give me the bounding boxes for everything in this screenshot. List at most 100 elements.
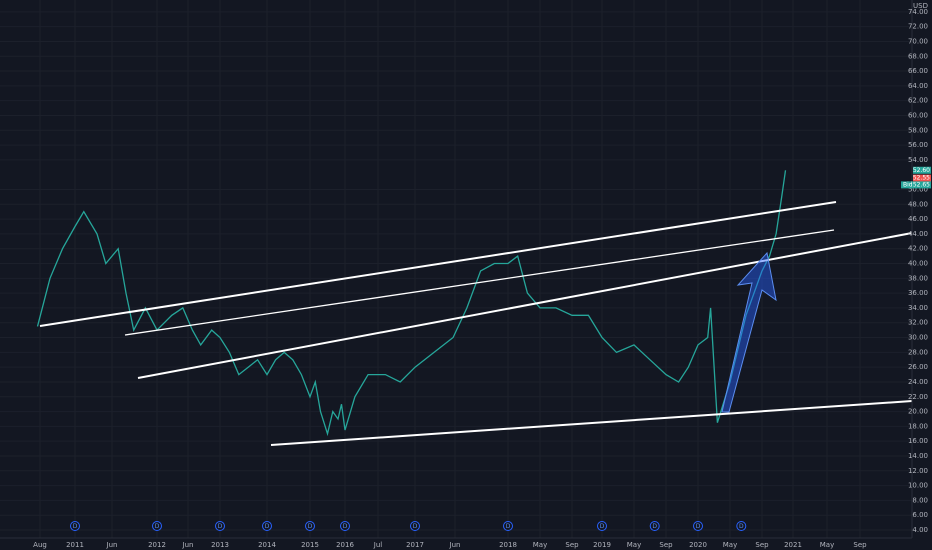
y-tick-label: 64.00	[908, 82, 928, 90]
x-tick-label: Sep	[853, 541, 867, 549]
axis-labels: 4.00 6.00 8.00 10.00 12.00 14.00 16.00 18.00 20.…	[33, 8, 931, 549]
y-tick-label: 70.00	[908, 37, 928, 45]
y-tick-label: 66.00	[908, 67, 928, 75]
y-tick-label: 58.00	[908, 126, 928, 134]
y-tick-label: 46.00	[908, 215, 928, 223]
y-tick-label: 12.00	[908, 467, 928, 475]
x-tick-label: May	[533, 541, 547, 549]
event-marker	[215, 521, 225, 531]
x-tick-label: 2016	[336, 541, 354, 549]
event-label: D	[652, 523, 657, 530]
x-tick-label: 2017	[406, 541, 424, 549]
event-marker	[70, 521, 80, 531]
y-tick-label: 24.00	[908, 378, 928, 386]
y-tick-label: 28.00	[908, 348, 928, 356]
event-label: D	[218, 523, 223, 530]
event-marker	[410, 521, 420, 531]
y-tick-label: 42.00	[908, 245, 928, 253]
y-tick-label: 56.00	[908, 141, 928, 149]
x-tick-label: 2013	[211, 541, 229, 549]
x-tick-label: May	[723, 541, 737, 549]
y-tick-label: 40.00	[908, 260, 928, 268]
event-label: D	[265, 523, 270, 530]
x-tick-label: Sep	[755, 541, 769, 549]
y-tick-label: 16.00	[908, 437, 928, 445]
y-tick-label: 4.00	[912, 526, 928, 534]
price-label-box	[913, 166, 931, 174]
x-tick-label: Sep	[565, 541, 579, 549]
y-tick-label: 20.00	[908, 408, 928, 416]
event-label: D	[739, 523, 744, 530]
trend-line	[124, 229, 835, 336]
price-label: 52.65	[913, 181, 930, 188]
grid	[0, 0, 912, 538]
event-label: D	[413, 523, 418, 530]
event-marker	[597, 521, 607, 531]
event-marker	[152, 521, 162, 531]
x-tick-label: 2011	[66, 541, 84, 549]
x-tick-label: 2018	[499, 541, 517, 549]
x-tick-label: Jun	[106, 541, 118, 549]
y-tick-label: 8.00	[912, 496, 928, 504]
event-label: D	[506, 523, 511, 530]
event-label: D	[343, 523, 348, 530]
x-tick-label: Jul	[373, 541, 383, 549]
currency: USD	[913, 2, 928, 10]
y-tick-label: 72.00	[908, 23, 928, 31]
x-tick-label: Sep	[659, 541, 673, 549]
y-tick-label: 26.00	[908, 363, 928, 371]
price-line	[36, 170, 787, 437]
y-tick-label: 48.00	[908, 200, 928, 208]
x-tick-label: 2014	[258, 541, 276, 549]
y-tick-label: 10.00	[908, 482, 928, 490]
event-marker	[736, 521, 747, 531]
y-tick-label: 54.00	[908, 156, 928, 164]
y-tick-label: 60.00	[908, 111, 928, 119]
y-tick-label: 74.00	[908, 8, 928, 16]
x-tick-label: 2021	[784, 541, 802, 549]
event-label: D	[696, 523, 701, 530]
event-marker	[503, 521, 513, 531]
x-tick-label: Jun	[449, 541, 461, 549]
y-tick-label: 14.00	[908, 452, 928, 460]
price-label-box	[901, 181, 931, 189]
y-tick-label: 36.00	[908, 289, 928, 297]
x-tick-label: 2019	[593, 541, 611, 549]
price-label-name: Bid	[903, 181, 913, 188]
event-marker	[693, 521, 703, 531]
trend-line	[270, 400, 913, 446]
trend-line	[39, 201, 837, 327]
price-label: 52.55	[913, 175, 930, 182]
x-tick-label: 2015	[301, 541, 319, 549]
y-tick-label: 22.00	[908, 393, 928, 401]
x-tick-label: Jun	[182, 541, 194, 549]
arrow	[721, 251, 777, 413]
y-tick-label: 18.00	[908, 422, 928, 430]
x-tick-label: 2020	[689, 541, 707, 549]
x-tick-label: 2012	[148, 541, 166, 549]
x-tick-label: May	[820, 541, 834, 549]
y-tick-label: 6.00	[912, 511, 928, 519]
y-tick-label: 30.00	[908, 334, 928, 342]
y-tick-label: 34.00	[908, 304, 928, 312]
y-tick-label: 44.00	[908, 230, 928, 238]
price-series	[36, 170, 787, 437]
event-label: D	[308, 523, 313, 530]
x-tick-label: May	[627, 541, 641, 549]
y-tick-label: 50.00	[908, 185, 928, 193]
event-marker	[262, 521, 272, 531]
event-marker	[340, 521, 350, 531]
y-tick-label: 38.00	[908, 274, 928, 282]
y-tick-label: 32.00	[908, 319, 928, 327]
event-marker	[305, 521, 315, 531]
event-label: D	[600, 523, 605, 530]
trend-line	[137, 232, 913, 379]
trend-lines	[39, 201, 913, 446]
event-label: D	[155, 523, 160, 530]
price-label-box	[913, 174, 931, 182]
event-marker	[649, 521, 660, 531]
price-label: 52.60	[913, 167, 930, 174]
y-tick-label: 62.00	[908, 97, 928, 105]
